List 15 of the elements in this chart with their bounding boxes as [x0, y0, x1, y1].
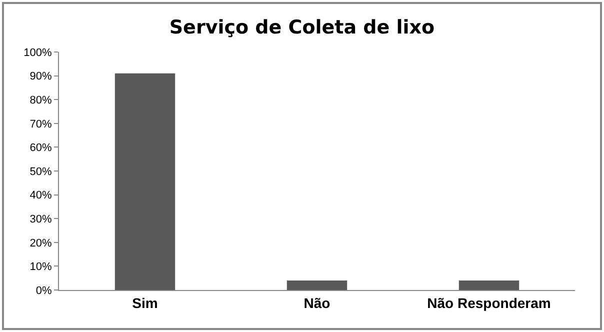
x-tick-label: Não Responderam — [427, 294, 551, 311]
y-tick-label: 20% — [30, 237, 52, 250]
y-tick-label: 50% — [30, 166, 52, 178]
y-tick-label: 100% — [24, 46, 52, 59]
x-tick-label: Sim — [132, 294, 158, 311]
y-tick-label: 0% — [36, 284, 52, 297]
y-tick-label: 40% — [30, 190, 52, 202]
y-tick-label: 80% — [30, 94, 52, 106]
y-tick-label: 10% — [30, 261, 52, 274]
y-tick-label: 70% — [30, 118, 52, 130]
y-tick-label: 90% — [30, 70, 52, 83]
chart-title: Serviço de Coleta de lixo — [169, 16, 435, 38]
y-tick-label: 30% — [30, 213, 52, 226]
x-tick-label: Não — [304, 294, 330, 311]
y-tick-label: 60% — [30, 142, 52, 154]
